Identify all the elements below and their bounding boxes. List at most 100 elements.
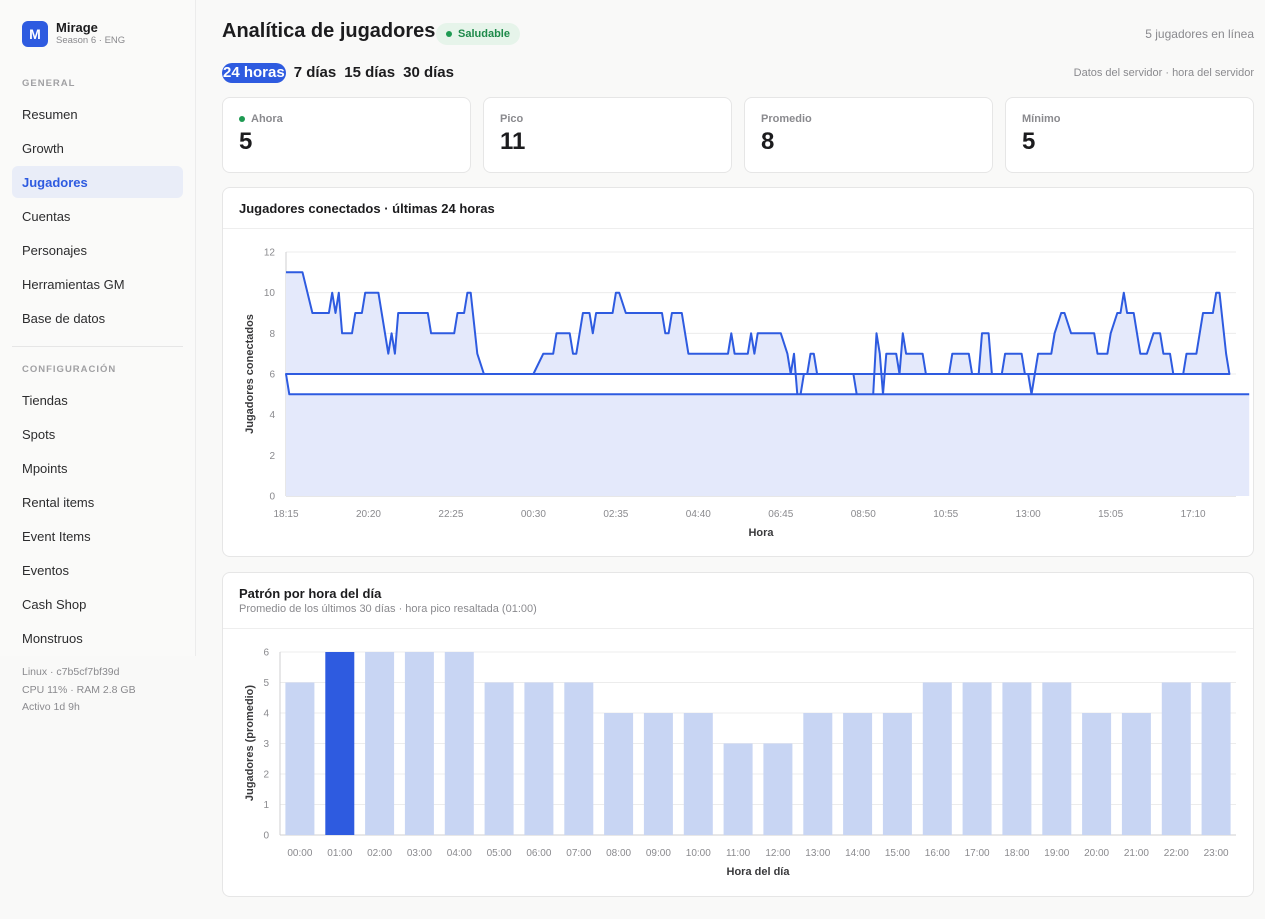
hourly-chart-title: Patrón por hora del día <box>239 586 382 601</box>
bar-0600[interactable] <box>524 682 554 836</box>
brand-subtitle: Season 6 · ENG <box>56 35 126 46</box>
x-tick-label: 11:00 <box>726 848 751 859</box>
online-chart-card: Jugadores conectados · últimas 24 horas … <box>222 187 1254 557</box>
x-tick-label: 16:00 <box>925 848 950 859</box>
x-tick-label: 20:20 <box>356 509 381 520</box>
x-tick-label: 09:00 <box>646 848 671 859</box>
bar-1400[interactable] <box>843 713 873 835</box>
bar-2000[interactable] <box>1082 713 1112 835</box>
x-axis-label: Hora del día <box>727 866 791 878</box>
hourly-pattern-chart: 0 1 2 3 4 5 6 00:00 01:00 02:00 03:00 04:00 05:00 06:… <box>244 648 1236 878</box>
range-tab-30-dias[interactable]: 30 días <box>403 64 454 81</box>
x-tick-label: 14:00 <box>845 848 870 859</box>
y-axis-label: Jugadores conectados <box>244 314 256 434</box>
sidebar-item-resumen[interactable]: Resumen <box>22 106 78 122</box>
online-chart-title: Jugadores conectados · últimas 24 horas <box>239 201 495 216</box>
bar-2100[interactable] <box>1121 713 1151 835</box>
sidebar-item-monstruos[interactable]: Monstruos <box>22 630 83 646</box>
bar-0000[interactable] <box>285 682 315 836</box>
bar-1500[interactable] <box>882 713 912 835</box>
sidebar-item-herramientas-gm[interactable]: Herramientas GM <box>22 276 125 292</box>
x-tick-label: 03:00 <box>407 848 432 859</box>
bar-0700[interactable] <box>564 682 594 836</box>
online-count: 5 jugadores en línea <box>1145 27 1254 41</box>
sidebar-item-rental-items[interactable]: Rental items <box>22 494 95 510</box>
bar-1900[interactable] <box>1042 682 1072 836</box>
x-tick-label: 20:00 <box>1084 848 1109 859</box>
x-tick-label: 00:00 <box>287 848 312 859</box>
y-tick-label: 8 <box>269 329 275 340</box>
server-note: Datos del servidor · hora del servidor <box>1073 67 1254 79</box>
x-tick-label: 18:15 <box>273 509 298 520</box>
x-tick-label: 22:25 <box>438 509 463 520</box>
x-tick-label: 02:35 <box>603 509 628 520</box>
bar-0400[interactable] <box>444 652 474 835</box>
section-label-config: CONFIGURACIÓN <box>22 364 117 375</box>
sidebar: M Mirage Season 6 · ENG GENERAL Resumen G… <box>0 0 196 656</box>
series-line <box>285 271 1250 396</box>
bar-1000[interactable] <box>683 713 713 835</box>
sidebar-item-mpoints[interactable]: Mpoints <box>22 460 68 476</box>
sidebar-item-personajes[interactable]: Personajes <box>22 242 88 258</box>
range-tab-15-dias[interactable]: 15 días <box>344 64 396 81</box>
range-tabs: 24 horas 7 días 15 días 30 días <box>222 63 462 83</box>
x-tick-label: 00:30 <box>521 509 546 520</box>
bar-1300[interactable] <box>803 713 833 835</box>
bar-0300[interactable] <box>404 652 434 835</box>
y-tick-label: 6 <box>263 648 269 659</box>
y-tick-label: 6 <box>269 370 275 381</box>
bar-0900[interactable] <box>643 713 673 835</box>
sidebar-item-spots[interactable]: Spots <box>22 426 56 442</box>
sidebar-item-cash-shop[interactable]: Cash Shop <box>22 596 87 612</box>
y-tick-label: 4 <box>263 709 269 720</box>
sidebar-divider <box>12 346 183 347</box>
x-tick-label: 07:00 <box>566 848 591 859</box>
bar-1800[interactable] <box>1002 682 1032 836</box>
stat-label: Promedio <box>761 113 812 125</box>
bar-0200[interactable] <box>365 652 395 835</box>
x-tick-label: 18:00 <box>1004 848 1029 859</box>
x-tick-label: 15:05 <box>1098 509 1123 520</box>
bar-2300[interactable] <box>1201 682 1231 836</box>
system-resources: CPU 11% · RAM 2.8 GB <box>22 683 136 696</box>
system-os: Linux · c7b5cf7bf39d <box>22 666 120 678</box>
sidebar-item-eventos[interactable]: Eventos <box>22 562 69 578</box>
sidebar-item-base-de-datos[interactable]: Base de datos <box>22 310 106 326</box>
x-tick-label: 15:00 <box>885 848 910 859</box>
brand[interactable]: M Mirage Season 6 · ENG <box>22 20 125 47</box>
sidebar-item-cuentas[interactable]: Cuentas <box>22 208 71 224</box>
range-tab-7-dias[interactable]: 7 días <box>293 64 337 81</box>
x-tick-label: 10:55 <box>933 509 958 520</box>
live-dot-icon <box>239 116 245 122</box>
y-tick-label: 1 <box>263 800 269 811</box>
y-tick-label: 12 <box>264 248 276 259</box>
stat-label: Ahora <box>251 113 283 125</box>
bar-0500[interactable] <box>484 682 514 836</box>
online-players-chart: 0 2 4 6 8 10 12 18:15 20:20 22:25 00:30 02:35 04:40 0… <box>244 248 1250 539</box>
bar-0100[interactable] <box>325 652 355 835</box>
range-tab-24-horas[interactable]: 24 horas <box>222 63 286 83</box>
y-tick-label: 0 <box>269 492 275 503</box>
bar-2200[interactable] <box>1161 682 1191 836</box>
x-axis-label: Hora <box>748 527 774 539</box>
x-tick-label: 23:00 <box>1204 848 1229 859</box>
bar-0800[interactable] <box>604 713 634 835</box>
system-info: Linux · c7b5cf7bf39d CPU 11% · RAM 2.8 G… <box>0 656 196 725</box>
hourly-chart-subtitle: Promedio de los últimos 30 días · hora p… <box>239 603 537 615</box>
bar-1700[interactable] <box>962 682 992 836</box>
status-dot-icon <box>446 31 452 37</box>
sidebar-item-tiendas[interactable]: Tiendas <box>22 392 68 408</box>
x-tick-label: 10:00 <box>686 848 711 859</box>
sidebar-item-growth[interactable]: Growth <box>22 140 64 156</box>
x-tick-label: 01:00 <box>327 848 352 859</box>
status-badge: Saludable <box>436 23 520 45</box>
x-tick-label: 05:00 <box>487 848 512 859</box>
sidebar-item-jugadores[interactable]: Jugadores <box>12 166 183 198</box>
stat-card-average: Promedio 8 <box>744 97 993 173</box>
y-tick-label: 4 <box>269 410 275 421</box>
sidebar-item-event-items[interactable]: Event Items <box>22 528 91 544</box>
bar-1600[interactable] <box>922 682 952 836</box>
bar-1200[interactable] <box>763 743 793 836</box>
page-title: Analítica de jugadores <box>222 20 436 42</box>
bar-1100[interactable] <box>723 743 753 836</box>
